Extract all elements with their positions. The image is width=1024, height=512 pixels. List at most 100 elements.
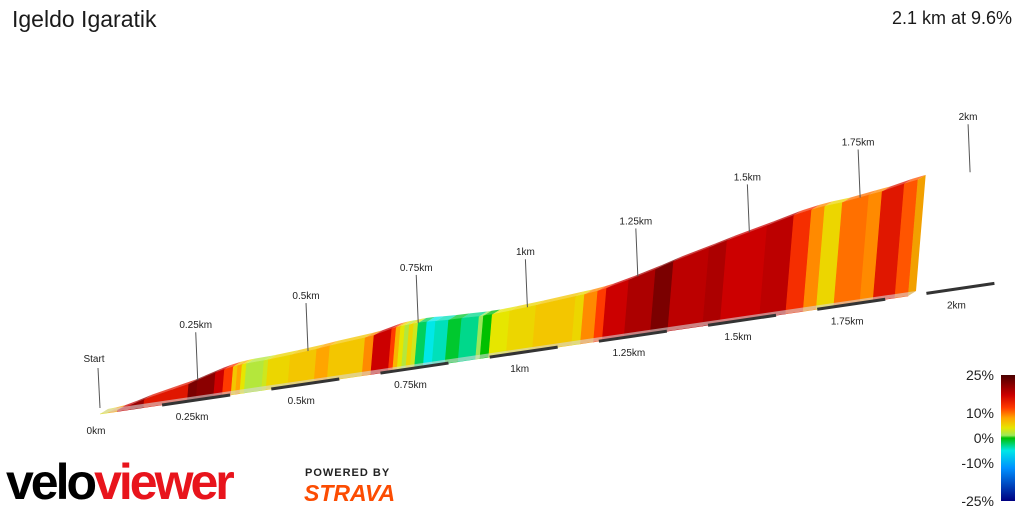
axis-tick-label: 2km [947,300,966,311]
profile-marker-line [524,259,528,308]
profile-marker-line [635,228,639,277]
profile-marker-line [415,274,419,323]
profile-marker-line [305,303,309,352]
axis-tick [271,377,340,391]
legend-label: 0% [973,430,994,446]
axis-tick [489,345,558,359]
profile-marker-label: 0.25km [179,320,212,331]
profile-top-ribbon [882,178,913,192]
axis-tick [161,393,231,407]
legend-label: -25% [961,493,994,509]
profile-marker-label: 2km [959,112,978,123]
profile-top-ribbon [606,274,637,289]
profile-top-ribbon [405,319,418,326]
profile-top-ribbon [413,317,427,324]
profile-top-ribbon [426,316,444,322]
segment-title: Igeldo Igaratik [12,6,157,32]
profile-top-ribbon [727,220,776,241]
profile-top-ribbon [767,210,802,226]
profile-top-ribbon [268,350,299,360]
profile-top-ribbon [868,186,891,196]
profile-top-ribbon [409,318,422,325]
profile-top-ribbon [597,283,615,291]
axis-tick-label: 1.75km [831,316,864,327]
profile-marker-line [967,124,971,173]
profile-top-ribbon [330,332,374,346]
profile-top-ribbon [793,204,820,216]
axis-tick [598,329,668,343]
profile-top-ribbon [492,308,505,315]
profile-top-ribbon [448,313,470,321]
profile-slices [99,179,919,415]
profile-marker-line [857,149,861,198]
profile-top-ribbon [811,201,833,210]
profile-top-ribbon [824,197,851,207]
profile-top-ribbon [224,361,242,370]
profile-top-ribbon [709,235,736,248]
profile-top-ribbon [396,321,409,328]
axis-tick-label: 0.25km [176,412,209,423]
profile-marker-label: 0.5km [292,291,319,302]
profile-top-ribbon [242,358,255,365]
logo-viewer: viewer [94,454,235,510]
profile-top-ribbon [496,306,518,314]
profile-marker-label: 1.25km [619,216,652,227]
profile-top-ribbon [264,354,277,361]
axis-tick [926,281,995,295]
profile-top-ribbon [144,385,180,400]
profile-top-ribbon [365,330,383,338]
profile-marker-label: 0.75km [400,263,433,274]
profile-marker-label: 1km [516,247,535,258]
profile-top-ribbon [316,340,339,350]
profile-top-ribbon [391,322,405,329]
profile-top-ribbon [400,320,414,327]
profile-marker-label: 1.5km [734,172,761,183]
profile-top-ribbon [435,315,457,322]
profile-top-ribbon [479,310,492,317]
axis-tick [707,313,777,327]
profile-top-ribbon [575,289,593,297]
profile-top-ribbon [246,355,273,364]
profile-top-ribbon [904,174,926,184]
logo-velo: velo [6,454,97,510]
profile-top-ribbon [233,360,246,367]
axis-tick-label: 1.25km [612,348,645,359]
profile-top-ribbon [461,311,488,319]
profile-marker-line [195,332,199,381]
axis-tick-label: 0.75km [394,380,427,391]
legend-label: -10% [961,455,994,472]
axis-tick-label: 0km [87,426,106,437]
profile-top-ribbon [483,309,501,316]
legend-label: 25% [965,367,994,383]
profile-marker-line [746,184,750,233]
start-marker-label: Start [83,354,104,365]
axis-tick-label: 1km [510,364,529,375]
profile-markers: Start 0.25km 0.5km 0.75km 1km 1.25km 1.5km 1.75… [83,112,978,409]
profile-top-ribbon [130,394,153,406]
profile-top-ribbon [536,291,584,306]
axis-tick-label: 0.5km [288,396,315,407]
profile-top-ribbon [215,364,233,373]
axis-tick-label: 1.5km [724,332,751,343]
profile-top-ribbon [197,367,224,381]
profile-top-ribbon [673,242,718,262]
profile-top-ribbon [584,285,606,295]
axis-tick [380,361,449,375]
profile-top-ribbon [237,359,251,366]
segment-summary: 2.1 km at 9.6% [891,8,1012,28]
profile-top-ribbon [374,323,400,336]
legend-label: 10% [965,404,994,421]
start-marker-line [97,367,101,409]
gradient-legend-bar [1001,375,1015,501]
profile-top-ribbon [418,316,435,323]
strava-logo: STRAVA [304,480,396,506]
profile-end-face [908,174,926,296]
axis-tick [817,297,886,311]
bottom-axis: 0km 0.25km 0.5km 0.75km 1km 1.25km 1.5km 1.75km… [87,281,995,437]
powered-by-text: POWERED BY [305,467,391,479]
veloviewer-logo: veloviewer [6,452,235,512]
profile-marker-label: 1.75km [842,137,875,148]
profile-top-ribbon [655,256,682,270]
profile-top-ribbon [171,379,197,391]
